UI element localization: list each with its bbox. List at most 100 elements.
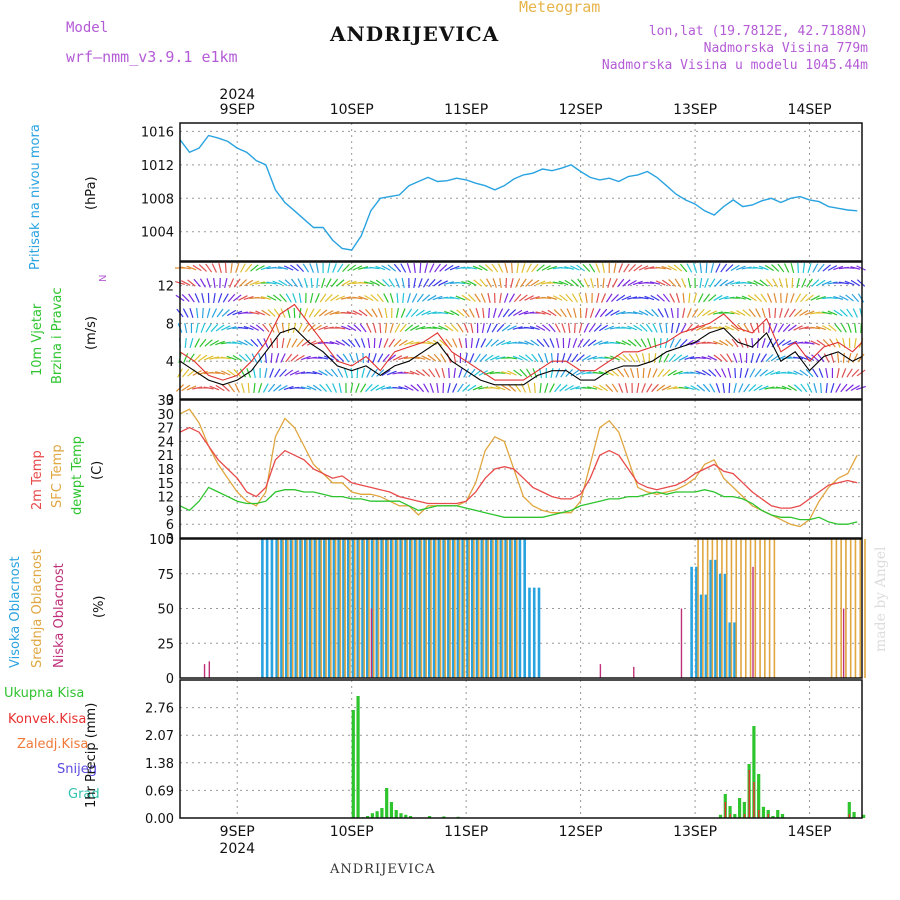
- low-cloud-bar: [752, 566, 754, 678]
- wind-arrow: [367, 337, 371, 349]
- cloud-bar: [299, 539, 302, 678]
- wind-arrow: [719, 353, 728, 363]
- wind-arrow: [241, 383, 245, 393]
- wind-arrow: [644, 295, 655, 301]
- wind-arrow: [399, 323, 407, 333]
- cloud-bar: [494, 539, 498, 678]
- wind-arrow: [195, 322, 199, 334]
- wind-arrow: [467, 280, 477, 286]
- wind-arrow: [601, 262, 606, 274]
- wind-arrow: [827, 310, 838, 316]
- cloud-bar: [735, 539, 738, 678]
- cloud-bar: [835, 539, 838, 678]
- wind-arrow: [724, 325, 735, 331]
- wind-arrow: [793, 370, 803, 376]
- cloud-bar: [332, 539, 336, 678]
- wind-arrow: [830, 383, 835, 393]
- low-cloud-bar: [842, 608, 845, 678]
- wind-arrow: [406, 293, 411, 303]
- wind-arrow: [295, 354, 305, 362]
- wind-arrow: [583, 278, 590, 288]
- wind-arrow: [194, 338, 201, 348]
- wind-arrow: [264, 352, 267, 364]
- wind-arrow: [342, 263, 350, 273]
- wind-arrow: [487, 292, 491, 304]
- wind-arrow: [696, 308, 705, 318]
- wind-arrow: [340, 296, 351, 300]
- cloud-bar: [434, 539, 437, 678]
- wind-arrow: [238, 279, 247, 287]
- wind-arrow: [280, 308, 286, 318]
- wind-arrow: [673, 354, 683, 362]
- wind-arrow: [650, 294, 660, 302]
- wind-arrow: [753, 384, 763, 392]
- cloud-bar: [516, 539, 518, 678]
- wind-arrow: [369, 266, 380, 270]
- precip-bar: [738, 798, 742, 818]
- wind-arrow: [785, 277, 788, 289]
- wind-arrows: [175, 262, 866, 394]
- low-cloud-bar: [208, 661, 211, 678]
- wind-arrow: [510, 277, 514, 289]
- wind-arrow: [346, 311, 357, 315]
- wind-arrow: [274, 368, 281, 378]
- wind-arrow: [701, 369, 712, 377]
- x-tick-label-top: 13SEP: [673, 102, 717, 118]
- cloud-bar: [296, 539, 299, 678]
- wind-arrow: [777, 323, 785, 333]
- wind-arrow: [388, 338, 396, 348]
- wind-arrow: [518, 310, 529, 316]
- wind-arrow: [816, 325, 826, 331]
- y-tick-label: 25: [157, 637, 174, 652]
- wind-arrow: [845, 384, 854, 392]
- cloud-bar: [718, 573, 722, 678]
- wind-arrow: [497, 308, 504, 318]
- wind-arrow: [827, 281, 838, 285]
- wind-arrow: [480, 338, 487, 348]
- wind-arrow: [582, 263, 591, 273]
- wind-arrow: [847, 353, 852, 363]
- cloud-bar: [859, 539, 862, 678]
- wind-arrow: [486, 323, 492, 333]
- wind-arrow: [290, 264, 299, 272]
- wind-arrow: [642, 367, 645, 379]
- wind-arrow: [252, 367, 256, 379]
- wind-arrow: [621, 326, 632, 330]
- wind-arrow: [302, 263, 310, 273]
- wind-arrow: [558, 267, 569, 269]
- wind-arrow: [817, 263, 825, 273]
- wind-arrow: [743, 323, 750, 333]
- wind-arrow: [182, 308, 189, 318]
- wind-arrow: [301, 355, 311, 361]
- wind-arrow: [673, 370, 683, 376]
- wind-arrow: [610, 310, 620, 316]
- wind-arrow: [748, 384, 757, 392]
- wind-arrow: [467, 294, 476, 302]
- wind-arrow: [570, 279, 579, 287]
- wind-arrow: [651, 383, 659, 393]
- wind-arrow: [330, 294, 339, 302]
- wind-arrow: [636, 367, 640, 379]
- wind-arrow: [702, 293, 711, 303]
- cloud-bar: [420, 539, 423, 678]
- wind-arrow: [605, 383, 614, 393]
- wind-arrow: [524, 295, 534, 301]
- wind-arrow: [267, 383, 276, 393]
- wind-arrow: [260, 296, 271, 300]
- precip-bar: [394, 810, 398, 818]
- wind-arrow: [272, 267, 283, 269]
- wind-arrow: [810, 295, 820, 301]
- wind-arrow: [247, 382, 250, 394]
- wind-arrow: [447, 382, 451, 394]
- wind-arrow: [275, 353, 280, 363]
- wind-arrow: [284, 369, 294, 377]
- cloud-bar: [358, 539, 361, 678]
- wind-arrow: [337, 263, 344, 273]
- wind-arrow: [547, 265, 557, 271]
- wind-arrow: [463, 368, 470, 378]
- wind-arrow: [415, 356, 426, 360]
- wind-arrow: [186, 385, 197, 391]
- wind-arrow: [227, 293, 236, 303]
- wind-arrow: [226, 326, 237, 330]
- wind-arrow: [587, 355, 597, 361]
